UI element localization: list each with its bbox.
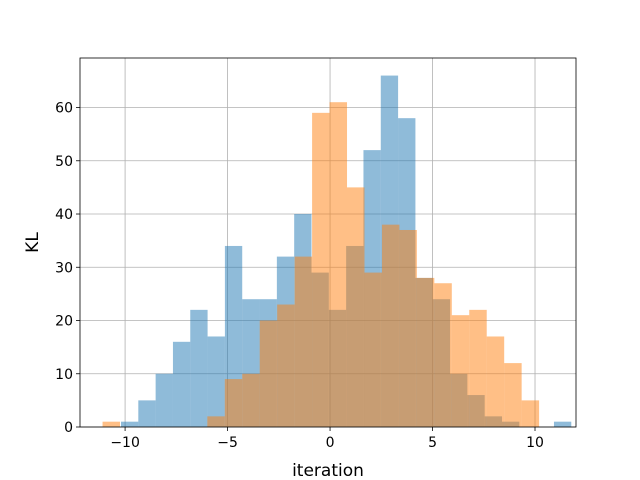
y-tick-label: 50: [55, 154, 73, 170]
ticks: −10 −5 0 5 10 0 10 20 30 40 50 60: [55, 101, 544, 451]
histogram-bar-series-2: [312, 112, 330, 428]
histogram-bar-series-1: [120, 421, 139, 427]
bars: [102, 75, 572, 428]
histogram-bar-series-2: [451, 315, 470, 427]
x-tick-label: −5: [217, 435, 238, 451]
histogram-bar-series-2: [364, 272, 382, 427]
y-axis-label: KL: [23, 232, 43, 253]
x-axis-label: iteration: [292, 461, 364, 480]
histogram-bar-series-2: [381, 224, 400, 427]
y-tick-label: 0: [64, 420, 73, 436]
histogram-bar-series-2: [469, 309, 487, 427]
histogram-bar-series-1: [553, 421, 572, 427]
histogram-bar-series-2: [329, 102, 348, 428]
x-tick-label: 10: [526, 435, 544, 451]
histogram-bar-series-2: [486, 336, 505, 427]
x-tick-label: −10: [110, 435, 140, 451]
x-tick-label: 0: [326, 435, 335, 451]
histogram-bar-series-2: [224, 379, 243, 427]
x-tick-label: 5: [428, 435, 437, 451]
y-tick-label: 10: [55, 367, 73, 383]
y-tick-label: 60: [55, 101, 73, 117]
histogram-bar-series-2: [294, 256, 313, 427]
histogram-bar-series-2: [399, 229, 417, 427]
histogram-bar-series-2: [277, 304, 295, 427]
histogram-bar-series-2: [521, 400, 540, 427]
y-tick-label: 30: [55, 260, 73, 276]
histogram-bar-series-2: [347, 187, 365, 427]
histogram-bar-series-2: [102, 421, 121, 427]
axes-frame: [79, 57, 577, 428]
histogram-bar-series-1: [138, 400, 156, 427]
histogram-bar-series-2: [504, 363, 522, 427]
histogram-bar-series-2: [416, 277, 435, 427]
histogram-bar-series-1: [190, 309, 208, 427]
y-tick-label: 20: [55, 314, 73, 330]
histogram-bar-series-2: [434, 283, 452, 427]
y-tick-label: 40: [55, 207, 73, 223]
histogram-bar-series-2: [242, 373, 260, 427]
histogram-bar-series-1: [155, 373, 173, 427]
histogram-bar-series-2: [207, 416, 225, 427]
histogram-bar-series-1: [172, 341, 191, 427]
histogram-bar-series-1: [207, 336, 225, 427]
histogram-bar-series-2: [259, 320, 278, 427]
